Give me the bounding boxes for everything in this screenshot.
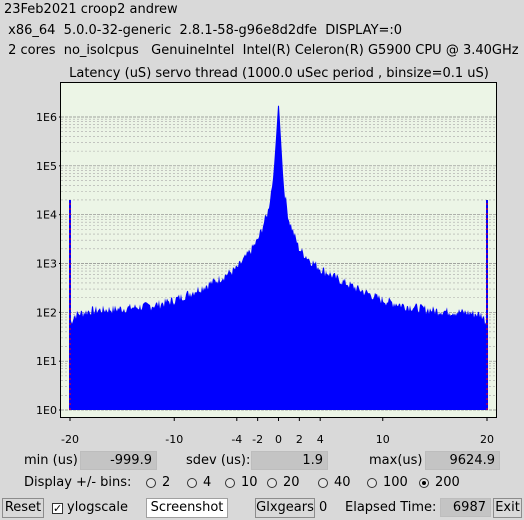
max-value: 9624.9 bbox=[425, 451, 500, 470]
y-tick-label: 1E6 bbox=[36, 111, 57, 124]
bins-radio-label: 10 bbox=[241, 475, 258, 490]
reset-button[interactable]: Reset bbox=[2, 498, 44, 518]
glxgears-button[interactable]: Glxgears bbox=[255, 498, 315, 518]
x-tick-label: 4 bbox=[317, 433, 324, 446]
x-tick-label: -2 bbox=[252, 433, 263, 446]
bins-radio-4[interactable] bbox=[187, 478, 197, 488]
min-value: -999.9 bbox=[80, 451, 157, 470]
bins-radio-20[interactable] bbox=[267, 478, 277, 488]
bins-radio-100[interactable] bbox=[367, 478, 377, 488]
bins-radio-label: 4 bbox=[203, 475, 212, 490]
sdev-label: sdev (us): bbox=[186, 453, 251, 468]
min-label: min (us) bbox=[24, 453, 78, 468]
bins-label: Display +/- bins: bbox=[24, 475, 132, 490]
bins-radio-label: 20 bbox=[283, 475, 300, 490]
bins-radio-label: 200 bbox=[435, 475, 460, 490]
x-tick-label: 0 bbox=[275, 433, 282, 446]
ylogscale-label: ylogscale bbox=[67, 500, 129, 515]
y-tick-label: 1E1 bbox=[36, 355, 57, 368]
elapsed-time-value: 6987 bbox=[440, 498, 491, 517]
glxgears-count: 0 bbox=[319, 500, 328, 515]
y-tick-label: 1E0 bbox=[36, 404, 57, 417]
y-tick-label: 1E3 bbox=[36, 258, 57, 271]
info-line-kernel: x86_64 5.0.0-32-generic 2.8.1-58-g96e8d2… bbox=[4, 23, 403, 38]
bins-radio-200[interactable] bbox=[419, 478, 429, 488]
bins-radio-label: 100 bbox=[383, 475, 408, 490]
info-line-date-host: 23Feb2021 croop2 andrew bbox=[4, 2, 178, 17]
bins-radio-label: 2 bbox=[162, 475, 171, 490]
chart-title: Latency (uS) servo thread (1000.0 uSec p… bbox=[69, 66, 489, 81]
x-tick-label: 10 bbox=[376, 433, 390, 446]
bins-radio-label: 40 bbox=[334, 475, 351, 490]
max-label: max(us) bbox=[369, 453, 423, 468]
y-tick-label: 1E2 bbox=[36, 306, 57, 319]
bins-radio-2[interactable] bbox=[146, 478, 156, 488]
bins-radio-40[interactable] bbox=[318, 478, 328, 488]
x-tick-label: -20 bbox=[61, 433, 79, 446]
y-tick-label: 1E5 bbox=[36, 160, 57, 173]
x-tick-label: -10 bbox=[165, 433, 183, 446]
x-tick-label: 2 bbox=[296, 433, 303, 446]
bins-radio-10[interactable] bbox=[225, 478, 235, 488]
x-tick-label: 20 bbox=[480, 433, 494, 446]
elapsed-time-label: Elapsed Time: bbox=[345, 500, 437, 515]
info-line-cpu: 2 cores no_isolcpus GenuineIntel Intel(R… bbox=[4, 43, 519, 58]
screenshot-button[interactable]: Screenshot bbox=[146, 498, 228, 518]
y-tick-label: 1E4 bbox=[36, 209, 57, 222]
x-tick-label: -4 bbox=[231, 433, 242, 446]
exit-button[interactable]: Exit bbox=[493, 498, 522, 518]
histogram-bars bbox=[70, 105, 487, 411]
sdev-value: 1.9 bbox=[251, 451, 328, 470]
ylogscale-checkbox[interactable]: ✓ bbox=[52, 502, 63, 515]
